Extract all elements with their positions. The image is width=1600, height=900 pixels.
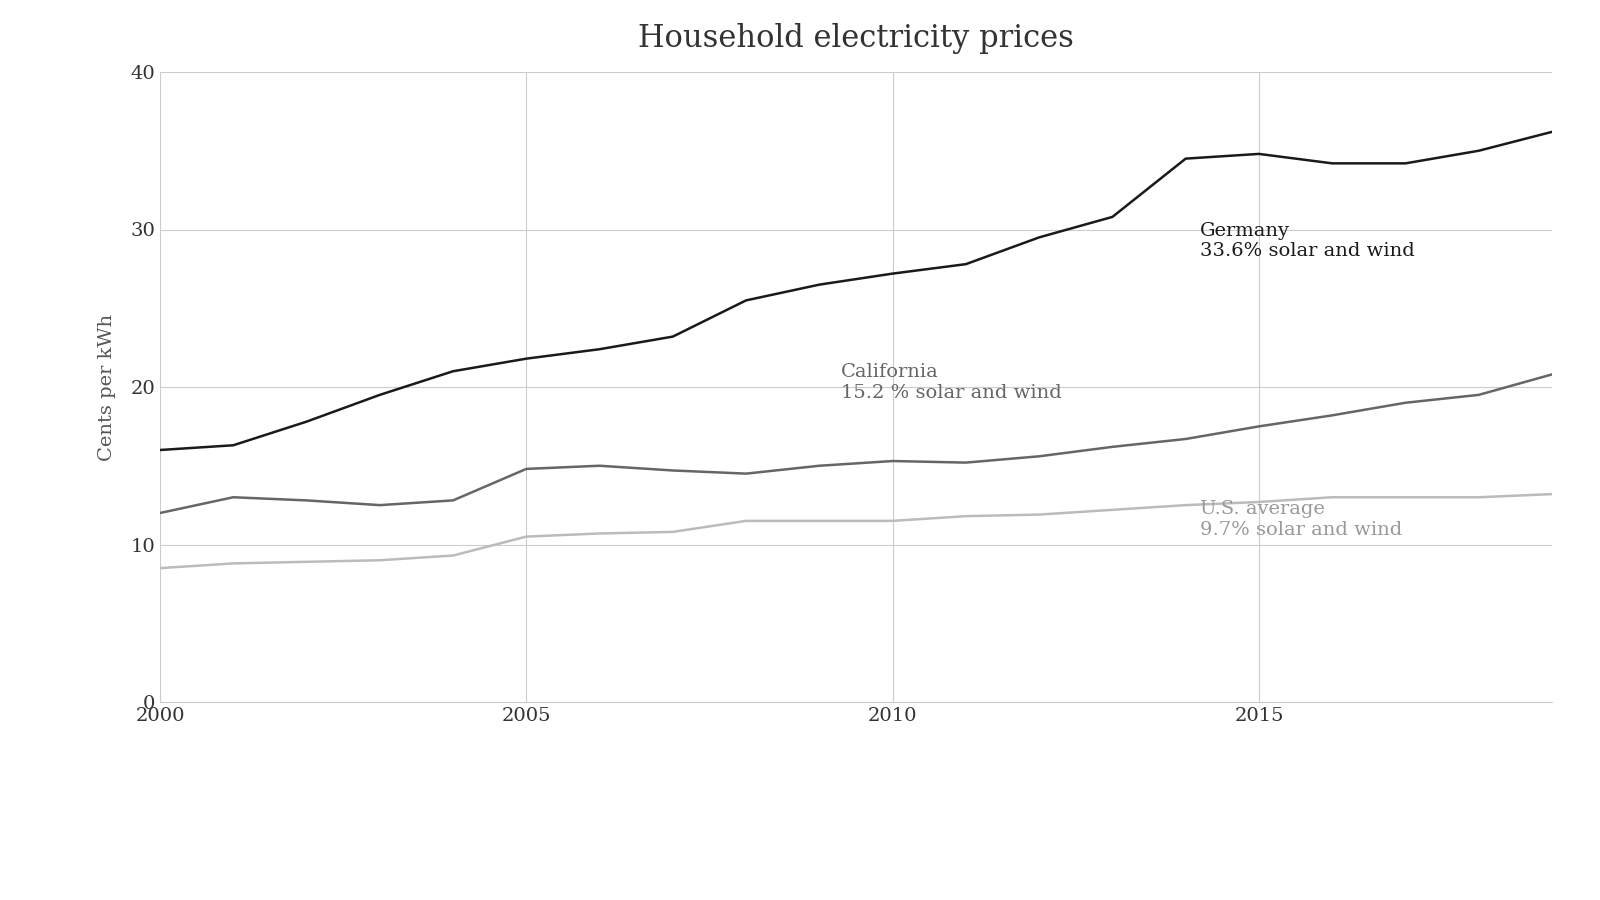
Title: Household electricity prices: Household electricity prices <box>638 23 1074 54</box>
Y-axis label: Cents per kWh: Cents per kWh <box>98 313 117 461</box>
Text: California
15.2 % solar and wind: California 15.2 % solar and wind <box>842 364 1062 402</box>
Text: Germany
33.6% solar and wind: Germany 33.6% solar and wind <box>1200 221 1414 260</box>
Text: U.S. average
9.7% solar and wind: U.S. average 9.7% solar and wind <box>1200 500 1403 539</box>
